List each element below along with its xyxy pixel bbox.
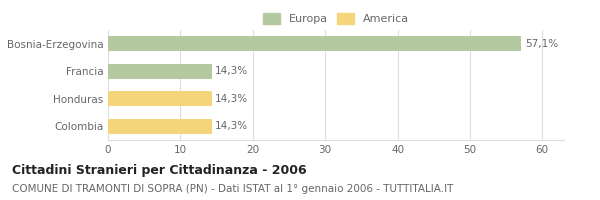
Bar xyxy=(108,119,212,134)
Text: COMUNE DI TRAMONTI DI SOPRA (PN) - Dati ISTAT al 1° gennaio 2006 - TUTTITALIA.IT: COMUNE DI TRAMONTI DI SOPRA (PN) - Dati … xyxy=(12,184,454,194)
Text: 14,3%: 14,3% xyxy=(215,66,248,76)
Text: Cittadini Stranieri per Cittadinanza - 2006: Cittadini Stranieri per Cittadinanza - 2… xyxy=(12,164,307,177)
Bar xyxy=(108,36,521,51)
Text: 57,1%: 57,1% xyxy=(525,39,558,49)
Text: 14,3%: 14,3% xyxy=(215,94,248,104)
Bar xyxy=(108,91,212,106)
Text: 14,3%: 14,3% xyxy=(215,121,248,131)
Legend: Europa, America: Europa, America xyxy=(260,10,412,28)
Bar xyxy=(108,64,212,79)
